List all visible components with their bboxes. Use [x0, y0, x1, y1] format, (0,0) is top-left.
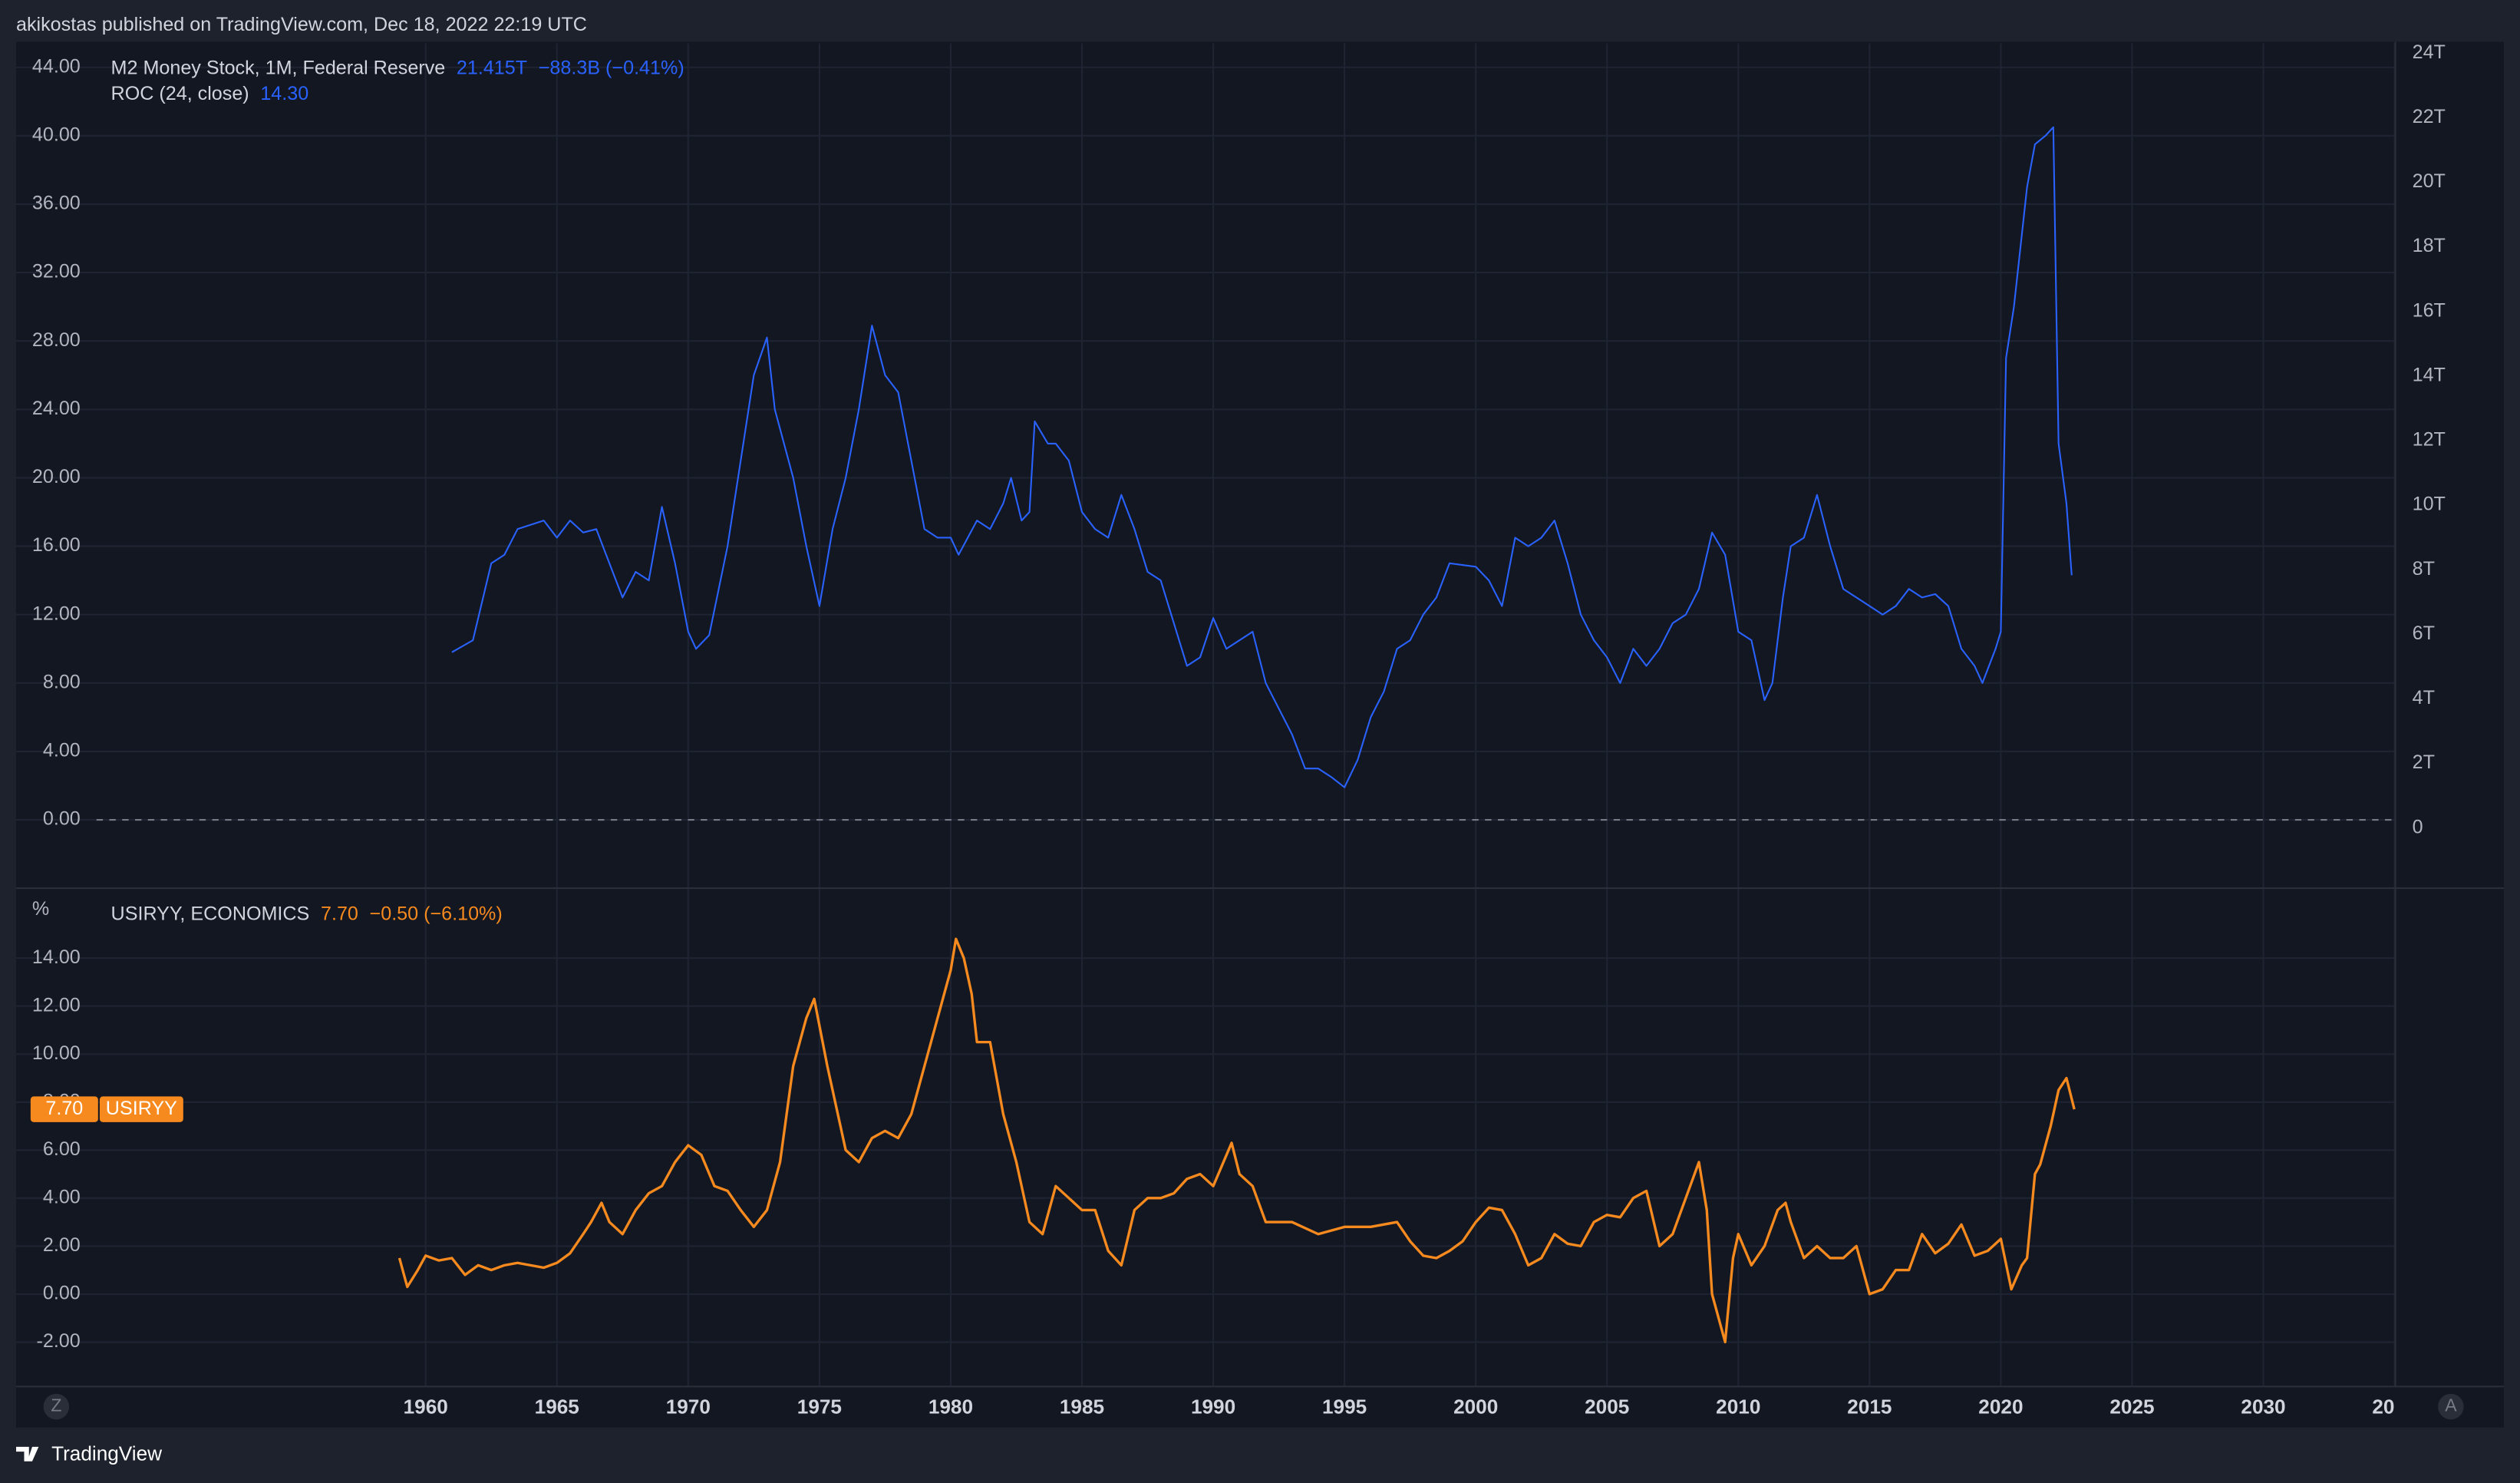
y-tick-label: 0.00 — [43, 1283, 81, 1304]
y-tick-label: -2.00 — [36, 1330, 80, 1352]
pane: 0.00 4.00 8.00 12.00 16.00 20.00 24.00 28.00 32.… — [16, 41, 2446, 888]
x-tick-label: 1995 — [1322, 1395, 1367, 1419]
button-right-label[interactable]: A — [2445, 1395, 2457, 1415]
x-tick-label: 2015 — [1847, 1395, 1892, 1419]
legend-value: 7.70 — [321, 903, 358, 924]
y-tick-label: 40.00 — [32, 124, 81, 145]
y-tick-label: 32.00 — [32, 261, 81, 282]
legend-series: ROC (24, close) — [111, 83, 249, 104]
y-tick-label: 44.00 — [32, 55, 81, 77]
y-tick-label: 4.00 — [43, 1186, 81, 1207]
y-tick-label: 8.00 — [43, 671, 81, 692]
y-tick-label: 16.00 — [32, 534, 81, 556]
header-text: akikostas published on TradingView.com, … — [16, 14, 587, 35]
y-tick-label: 24.00 — [32, 398, 81, 419]
series-line — [397, 937, 2076, 1344]
x-tick-label: 2025 — [2109, 1395, 2154, 1419]
price-tag-name-box — [99, 1096, 183, 1122]
legend-value: 14.30 — [260, 83, 308, 104]
y2-tick-label: 8T — [2413, 558, 2435, 580]
y2-tick-label: 10T — [2413, 494, 2446, 515]
y2-tick-label: 18T — [2413, 235, 2446, 256]
y-tick-label: 12.00 — [32, 994, 81, 1016]
y2-tick-label: 0 — [2413, 816, 2423, 837]
y-unit: % — [32, 898, 49, 920]
button-right[interactable] — [2438, 1393, 2464, 1420]
footer-brand: TradingView — [51, 1442, 162, 1465]
x-tick-label: 1970 — [666, 1395, 711, 1419]
tradingview-logo — [16, 1446, 39, 1462]
legend-title: M2 Money Stock, 1M, Federal Reserve — [111, 58, 446, 79]
x-tick-label: 2000 — [1453, 1395, 1498, 1419]
y2-tick-label: 20T — [2413, 170, 2446, 192]
y2-tick-label: 16T — [2413, 299, 2446, 321]
x-tick-label: 1975 — [797, 1395, 842, 1419]
y2-tick-label: 14T — [2413, 364, 2446, 385]
x-tick-label: 1990 — [1191, 1395, 1235, 1419]
legend-value: 21.415T — [457, 58, 527, 79]
x-tick-label: 1980 — [929, 1395, 973, 1419]
y-tick-label: 14.00 — [32, 946, 81, 968]
series-line — [451, 126, 2073, 788]
button-left-label[interactable]: Z — [51, 1395, 61, 1415]
x-tick-label: 2030 — [2241, 1395, 2285, 1419]
y-tick-label: 4.00 — [43, 740, 81, 761]
x-tick-label: 20 — [2372, 1395, 2394, 1419]
price-tag-name: USIRYY — [106, 1098, 177, 1119]
legend-value: −0.50 (−6.10%) — [370, 903, 503, 924]
y-tick-label: 36.00 — [32, 193, 81, 214]
y2-tick-label: 12T — [2413, 429, 2446, 451]
y-tick-label: 12.00 — [32, 603, 81, 624]
y-tick-label: 6.00 — [43, 1138, 81, 1160]
y2-tick-label: 6T — [2413, 623, 2435, 644]
x-tick-label: 1960 — [404, 1395, 448, 1419]
y-tick-label: 0.00 — [43, 808, 81, 830]
x-tick-label: 1965 — [535, 1395, 579, 1419]
button-left[interactable] — [43, 1393, 70, 1420]
y-tick-label: 10.00 — [32, 1042, 81, 1064]
y2-tick-label: 4T — [2413, 687, 2435, 708]
x-tick-label: 2005 — [1585, 1395, 1629, 1419]
x-tick-label: 2010 — [1716, 1395, 1760, 1419]
price-tag — [30, 1096, 98, 1122]
legend-value: −88.3B (−0.41%) — [539, 58, 684, 79]
y-tick-label: 2.00 — [43, 1234, 81, 1256]
y-tick-label: 20.00 — [32, 466, 81, 487]
x-tick-label: 2020 — [1978, 1395, 2023, 1419]
price-tag-value: 7.70 — [45, 1098, 83, 1119]
x-tick-label: 1985 — [1060, 1395, 1104, 1419]
y-tick-label: 28.00 — [32, 329, 81, 351]
y2-tick-label: 2T — [2413, 751, 2435, 773]
legend-title: USIRYY, ECONOMICS — [111, 903, 310, 924]
chart-area — [16, 41, 2504, 1428]
y2-tick-label: 24T — [2413, 41, 2446, 63]
y2-tick-label: 22T — [2413, 106, 2446, 127]
